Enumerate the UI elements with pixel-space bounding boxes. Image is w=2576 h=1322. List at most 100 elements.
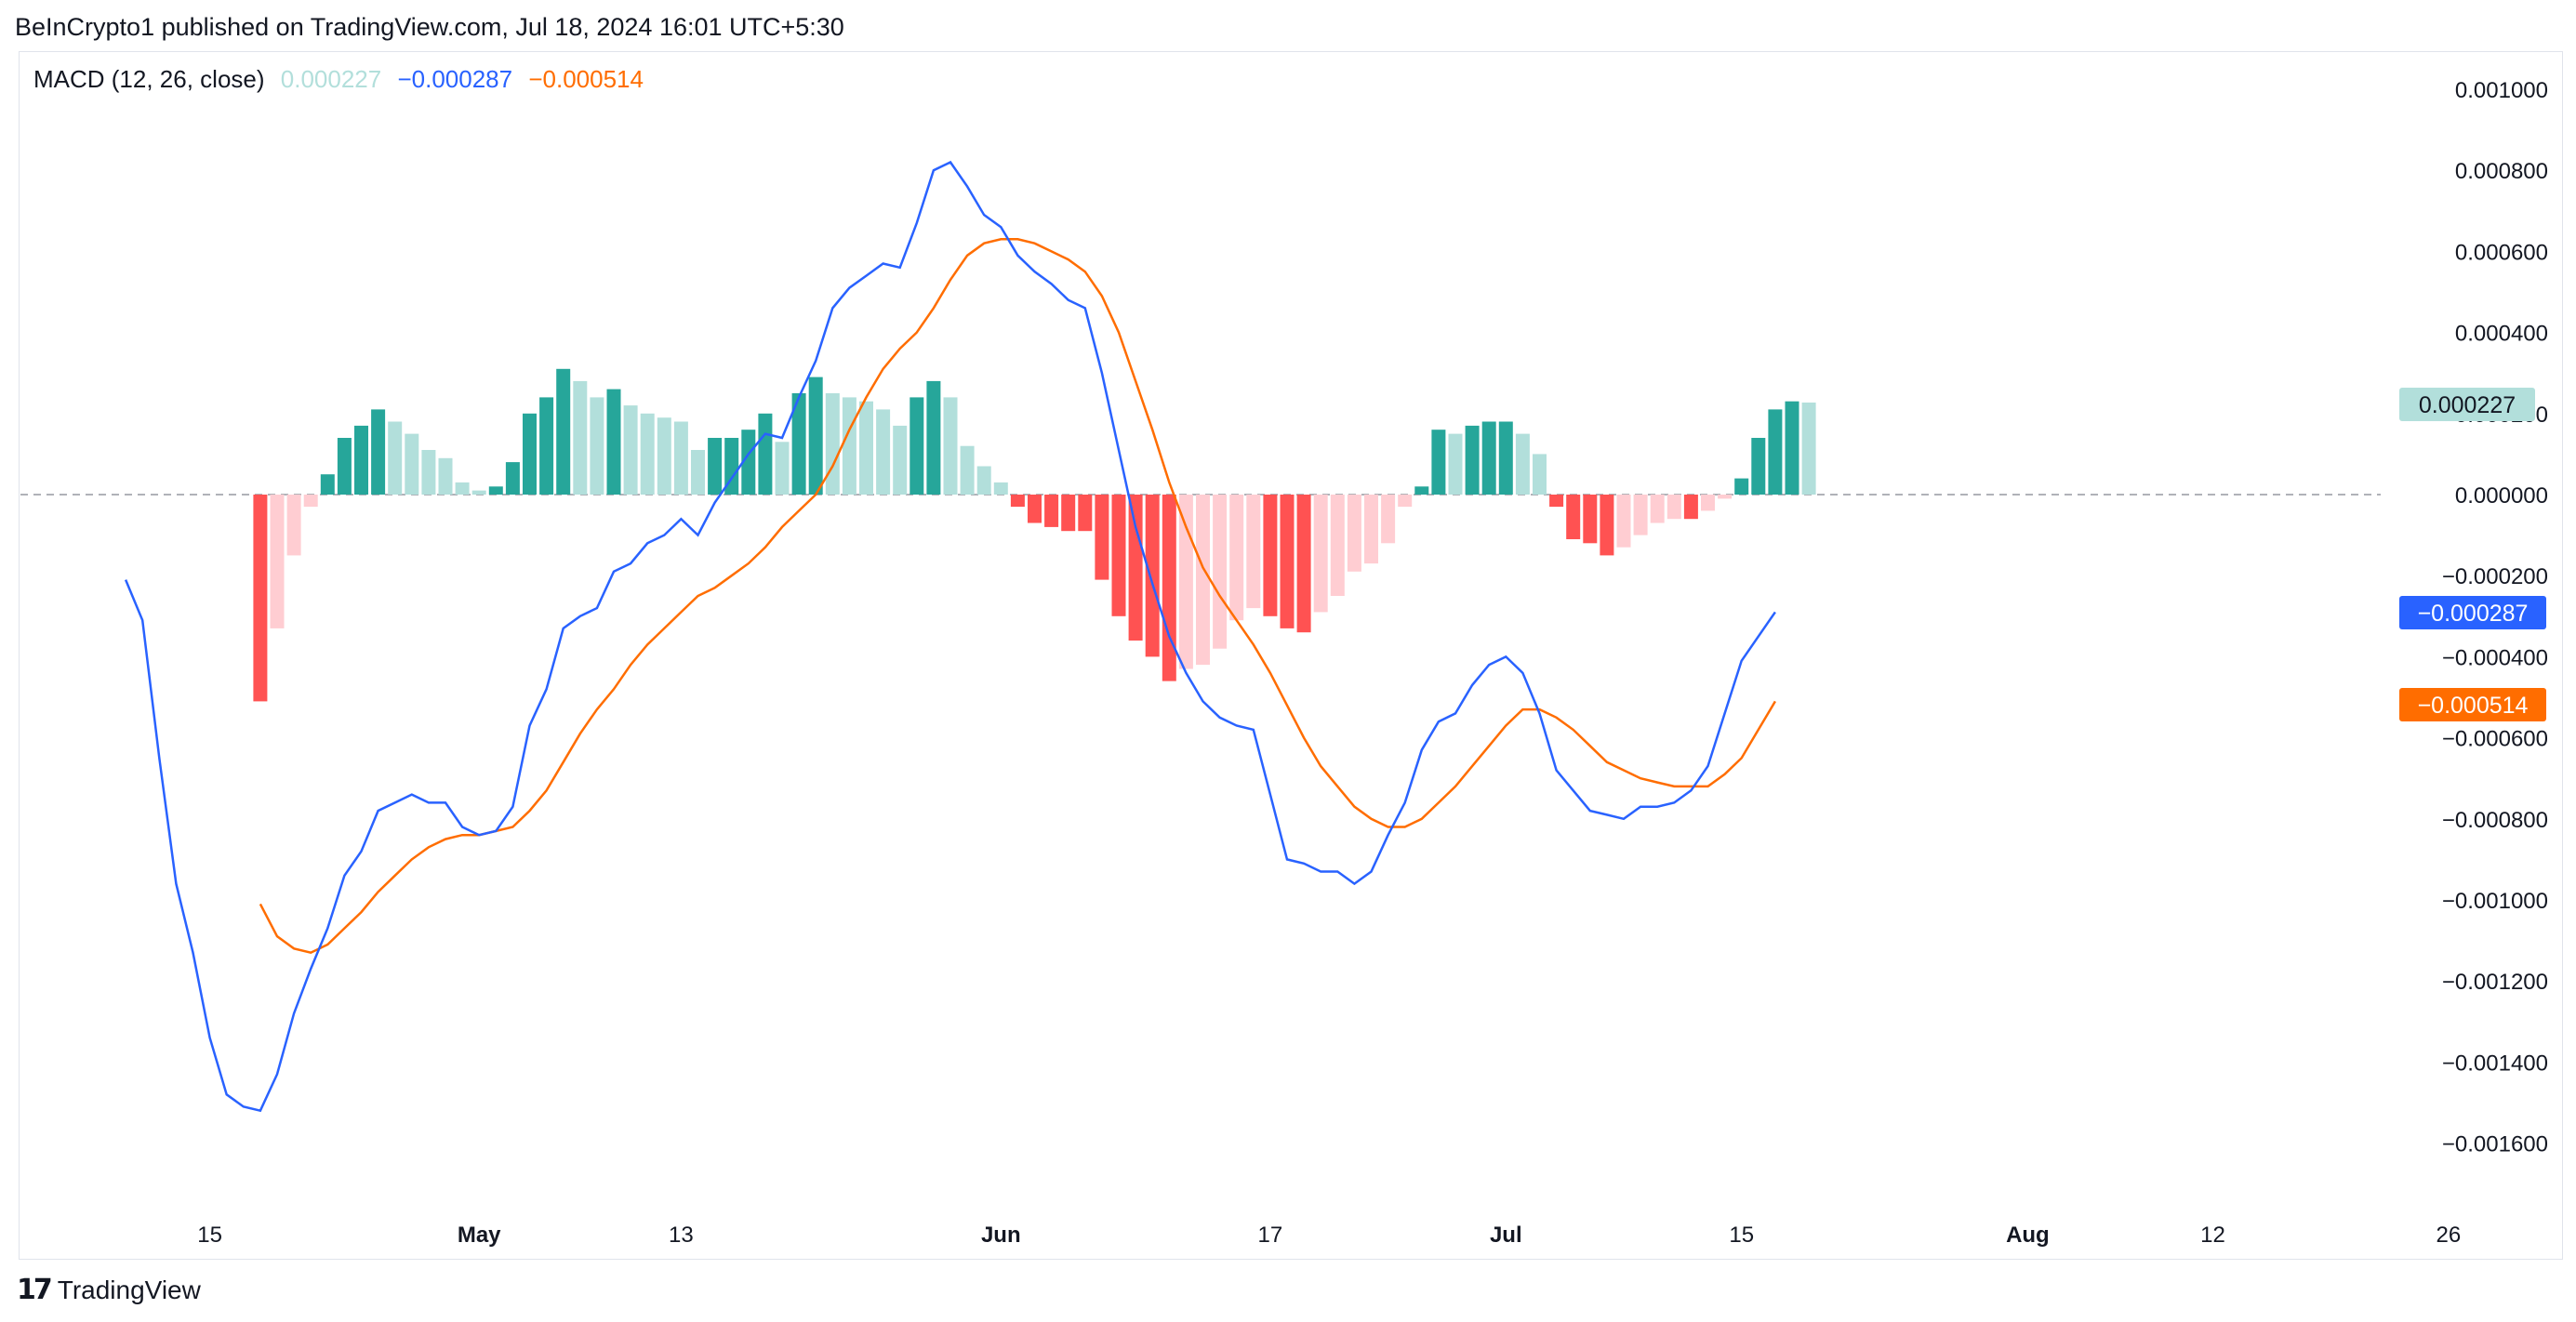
histogram-bar [1095, 495, 1109, 580]
histogram-bar [337, 438, 352, 495]
histogram-bar [590, 397, 604, 495]
histogram-bar [1111, 495, 1126, 616]
macd-line [124, 160, 1776, 1113]
x-tick-label: 15 [1729, 1223, 1754, 1248]
histogram-price-label: 0.000227 [2419, 392, 2516, 418]
brand[interactable]: 17 TradingView [17, 1274, 201, 1306]
histogram-bar [1162, 495, 1176, 681]
x-tick-label: 17 [1258, 1223, 1283, 1248]
histogram-bar [960, 445, 975, 495]
histogram-bar [926, 380, 941, 495]
histogram-bar [1751, 438, 1766, 495]
histogram-bar [523, 413, 537, 495]
histogram-bar [405, 433, 419, 495]
histogram-bar [320, 474, 335, 495]
price-labels: 0.000227 −0.000287 −0.000514 [2399, 388, 2546, 721]
signal-price-label-bg [2399, 688, 2546, 721]
histogram-bar [1296, 495, 1311, 633]
histogram-bar [1616, 495, 1631, 548]
y-tick-label: −0.001400 [2442, 1051, 2548, 1076]
histogram-bar [623, 405, 638, 495]
histogram-bar [1381, 495, 1396, 544]
histogram-bar [1633, 495, 1648, 535]
histogram-bar [471, 490, 486, 495]
histogram-bar [1515, 433, 1530, 495]
histogram-bar [741, 430, 756, 495]
histogram-bar [976, 466, 991, 495]
histogram-bar [1061, 495, 1076, 532]
histogram-bar [606, 389, 621, 495]
histogram-bar [539, 397, 554, 495]
brand-name: TradingView [57, 1275, 201, 1304]
chart-panel [19, 51, 2563, 1260]
histogram-bar [673, 421, 688, 495]
histogram-bar [1028, 495, 1042, 523]
histogram-bar [270, 495, 285, 628]
x-axis[interactable]: 15 May 13 Jun 17 Jul 15 Aug 12 26 [197, 1223, 2461, 1248]
histogram-bar [1600, 495, 1614, 556]
histogram-bar [1128, 495, 1143, 641]
legend-histogram-value: 0.000227 [280, 65, 382, 93]
histogram-bar [708, 438, 723, 495]
histogram-bar [1330, 495, 1345, 596]
histogram-bar [791, 393, 806, 495]
macd-price-label-bg [2399, 596, 2546, 629]
histogram-bar [1549, 495, 1564, 508]
histogram-bar [859, 401, 873, 495]
y-axis[interactable]: 0.0010000.0008000.0006000.0004000.000200… [2442, 78, 2548, 1157]
x-tick-label: 26 [2437, 1223, 2462, 1248]
histogram-bar [438, 457, 453, 495]
x-tick-label: Aug [2006, 1223, 2050, 1248]
histogram-bar [1701, 495, 1715, 511]
histogram-bar [1010, 495, 1025, 508]
histogram-bar [1683, 495, 1698, 520]
y-tick-label: 0.000800 [2455, 159, 2548, 184]
macd-price-label: −0.000287 [2418, 601, 2529, 627]
histogram-bar [1178, 495, 1193, 669]
histogram-bar [691, 450, 705, 495]
histogram-bar [1078, 495, 1093, 532]
y-tick-label: −0.001200 [2442, 970, 2548, 995]
histogram-bar [1313, 495, 1328, 613]
histogram-bar [1481, 421, 1496, 495]
y-tick-label: 0.000600 [2455, 240, 2548, 265]
y-tick-label: −0.000400 [2442, 645, 2548, 670]
histogram-bar [724, 438, 739, 495]
histogram-bar [1246, 495, 1261, 609]
histogram-bar [455, 482, 470, 495]
histogram-bar [1196, 495, 1210, 666]
histogram-bar [1347, 495, 1361, 572]
histogram-bar [1465, 425, 1480, 495]
histogram-bar [1583, 495, 1598, 544]
histogram-bar [775, 442, 790, 495]
histogram-bar [371, 409, 386, 495]
histogram-bar [910, 397, 924, 495]
histogram-bar [1213, 495, 1228, 649]
histogram-bar [1666, 495, 1681, 520]
publisher-line: BeInCrypto1 published on TradingView.com… [15, 13, 844, 41]
x-tick-label: 15 [197, 1223, 222, 1248]
histogram-bar [1414, 486, 1429, 495]
y-tick-label: −0.001000 [2442, 889, 2548, 914]
histogram-bar [253, 495, 268, 702]
tradingview-logo-icon: 17 [17, 1274, 53, 1306]
histogram-bar [488, 486, 503, 495]
histogram-bar [825, 393, 840, 495]
histogram-bar [1431, 430, 1446, 495]
histogram-bar [1044, 495, 1059, 527]
indicator-name[interactable]: MACD (12, 26, close) [33, 65, 265, 93]
indicator-legend[interactable]: MACD (12, 26, close) 0.000227 −0.000287 … [33, 65, 653, 94]
histogram-bar [1280, 495, 1295, 628]
y-tick-label: −0.001600 [2442, 1132, 2548, 1157]
histogram-bar [556, 368, 571, 495]
y-tick-label: 0.001000 [2455, 78, 2548, 103]
histogram-bar [1448, 433, 1463, 495]
signal-line [259, 238, 1776, 955]
histogram-bar [1650, 495, 1665, 523]
x-tick-label: Jul [1490, 1223, 1522, 1248]
histogram-price-label-bg [2399, 388, 2535, 421]
histogram-bar [1145, 495, 1160, 657]
histogram-bar [943, 397, 958, 495]
histogram-bar [286, 495, 301, 556]
